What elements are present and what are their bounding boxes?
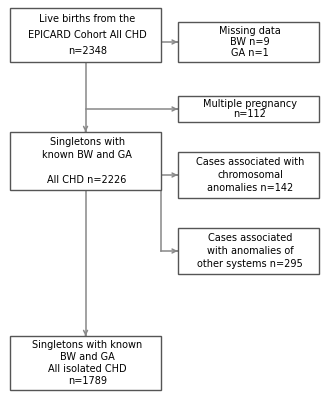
Text: n=2348: n=2348: [68, 46, 107, 56]
Text: Singletons with: Singletons with: [50, 137, 125, 147]
FancyBboxPatch shape: [10, 8, 161, 62]
Text: EPICARD Cohort All CHD: EPICARD Cohort All CHD: [28, 30, 146, 40]
Text: Multiple pregnancy: Multiple pregnancy: [203, 99, 297, 109]
FancyBboxPatch shape: [178, 152, 319, 198]
FancyBboxPatch shape: [178, 22, 319, 62]
Text: GA n=1: GA n=1: [231, 48, 269, 58]
Text: anomalies n=142: anomalies n=142: [207, 183, 293, 193]
Text: Cases associated with: Cases associated with: [196, 157, 304, 167]
Text: n=112: n=112: [234, 109, 266, 119]
Text: chromosomal: chromosomal: [217, 170, 283, 180]
Text: n=1789: n=1789: [68, 376, 107, 386]
Text: Cases associated: Cases associated: [208, 233, 292, 243]
Text: All isolated CHD: All isolated CHD: [48, 364, 126, 374]
Text: All CHD n=2226: All CHD n=2226: [47, 175, 127, 185]
Text: BW n=9: BW n=9: [230, 37, 270, 47]
Text: other systems n=295: other systems n=295: [197, 259, 303, 269]
Text: known BW and GA: known BW and GA: [42, 150, 132, 160]
FancyBboxPatch shape: [178, 96, 319, 122]
Text: Live births from the: Live births from the: [39, 14, 135, 24]
FancyBboxPatch shape: [10, 132, 161, 190]
Text: Singletons with known: Singletons with known: [32, 340, 142, 350]
Text: Missing data: Missing data: [219, 26, 281, 36]
Text: with anomalies of: with anomalies of: [207, 246, 293, 256]
FancyBboxPatch shape: [10, 336, 161, 390]
FancyBboxPatch shape: [178, 228, 319, 274]
Text: BW and GA: BW and GA: [60, 352, 114, 362]
